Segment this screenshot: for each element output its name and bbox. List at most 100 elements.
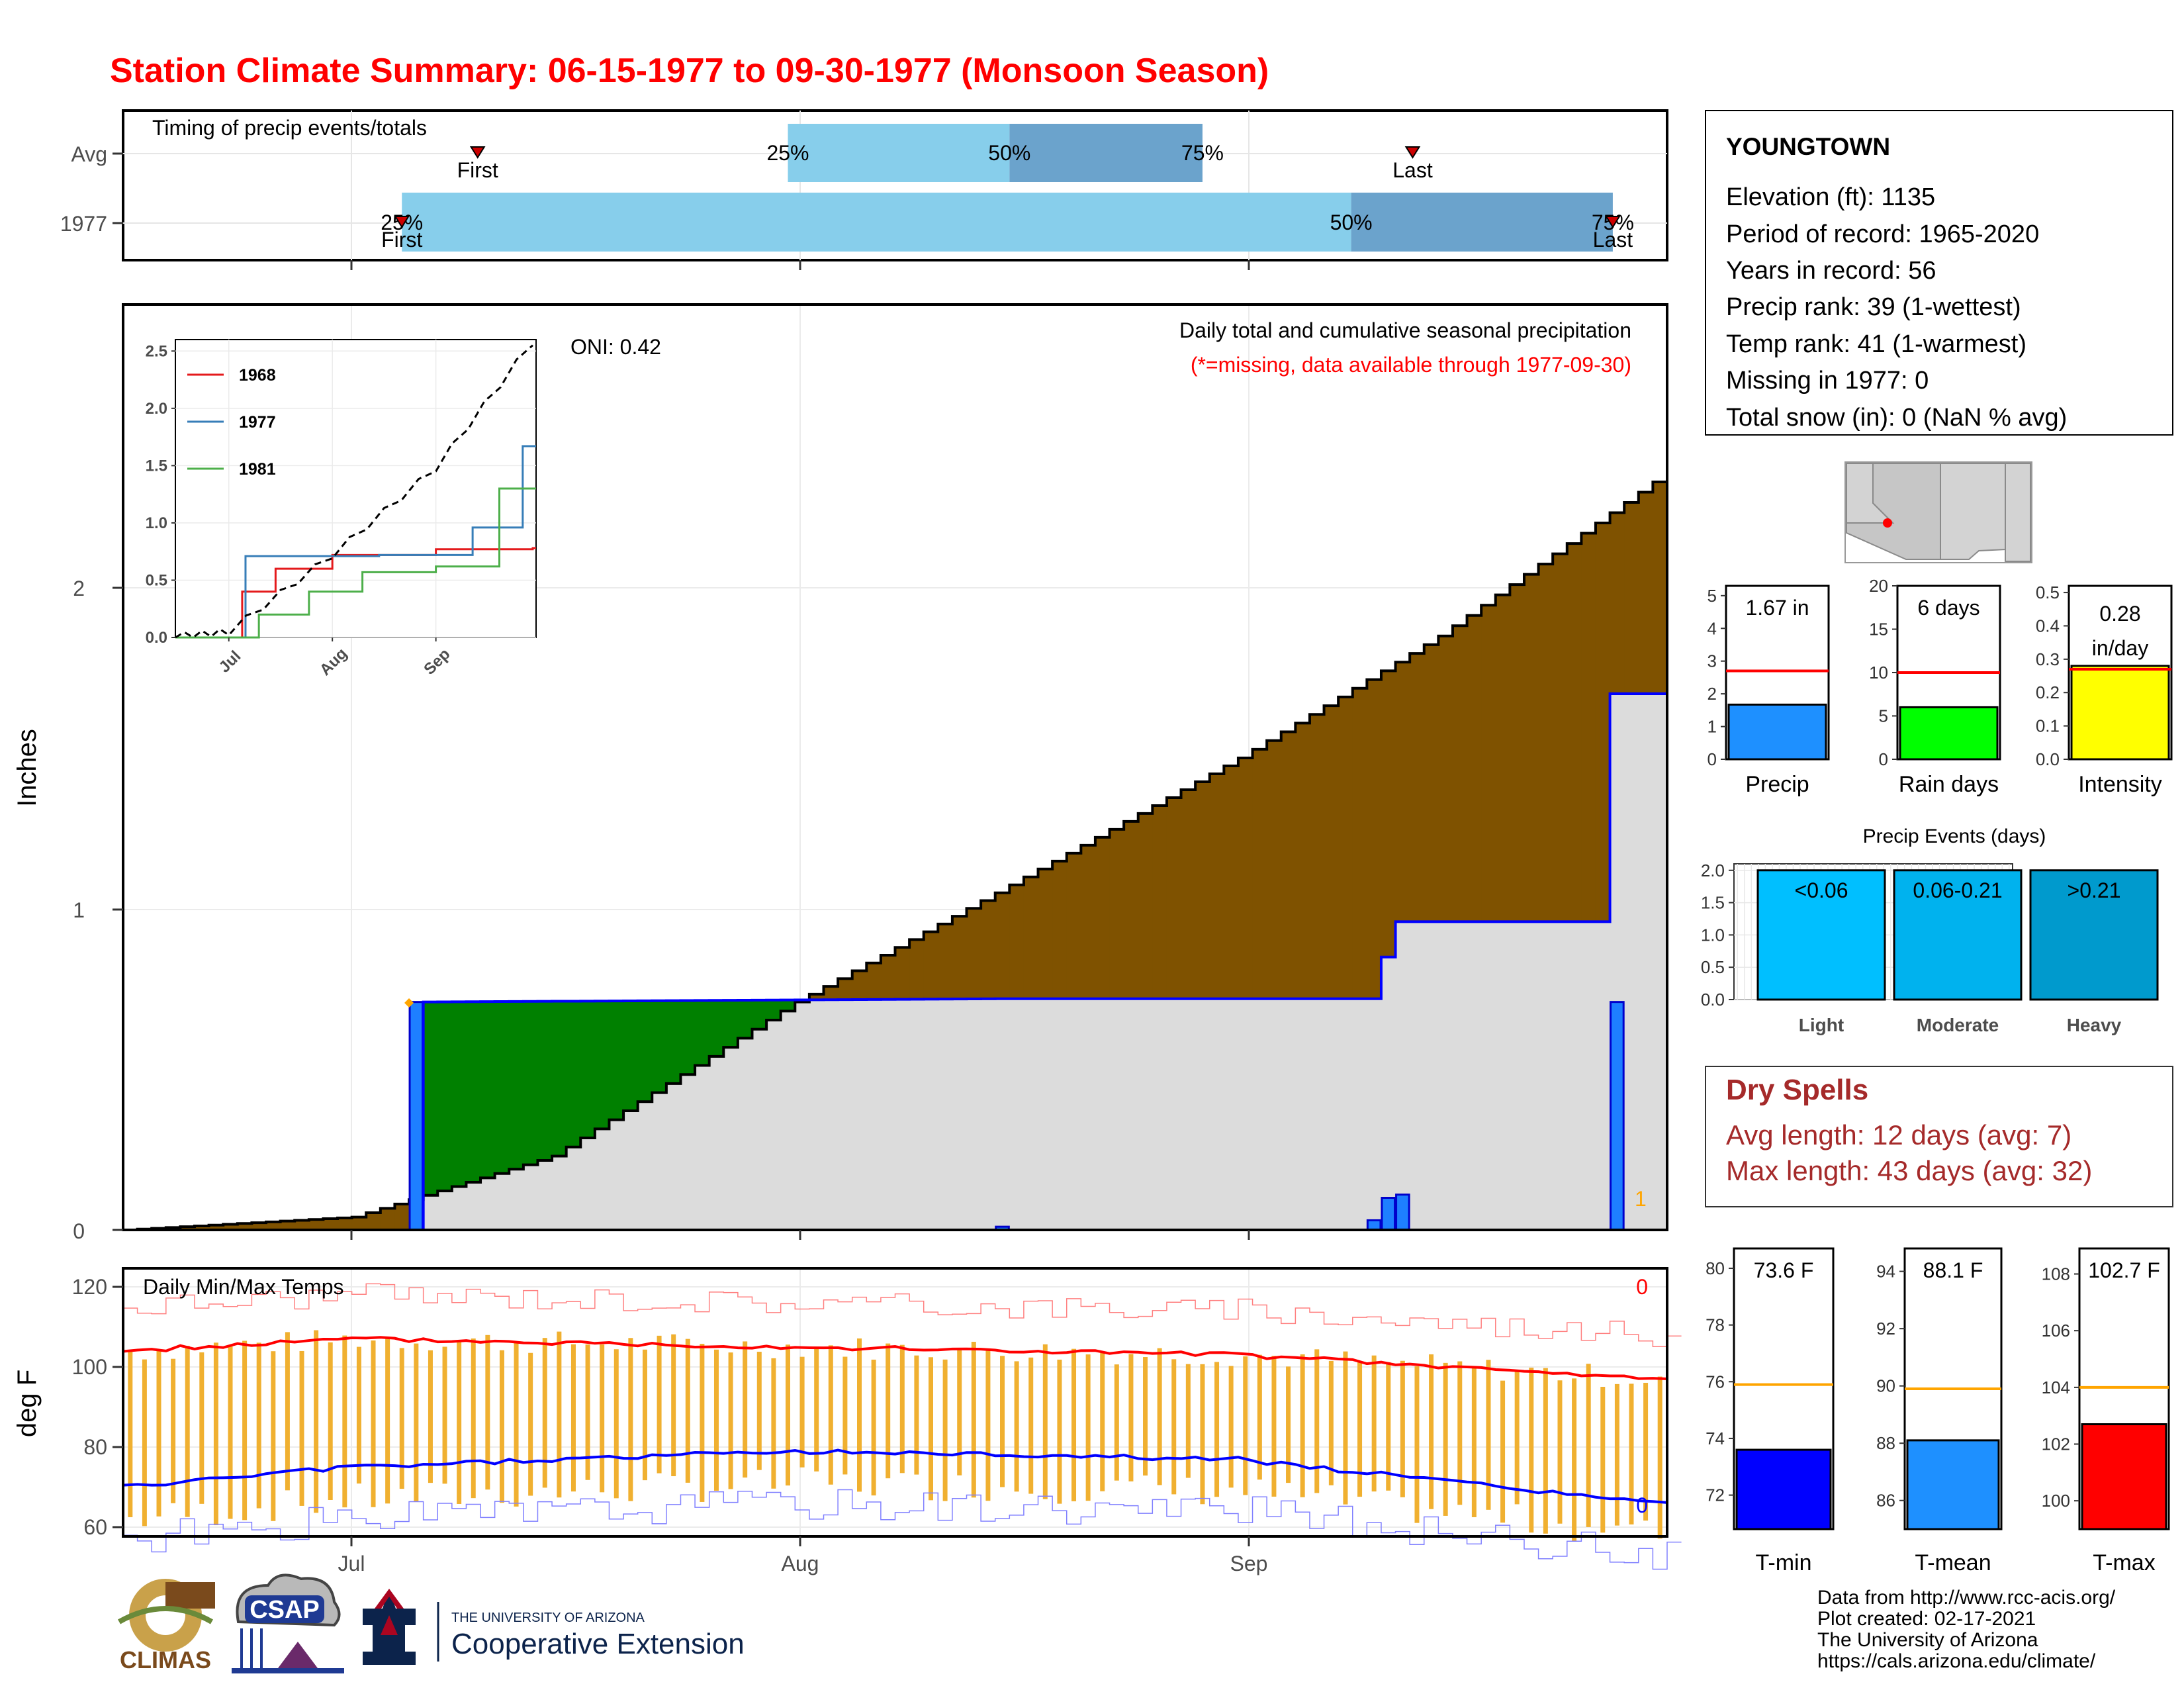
daily-temp-bar xyxy=(342,1335,347,1508)
deficit-area xyxy=(809,994,824,1000)
daily-temp-bar xyxy=(1057,1359,1062,1504)
deficit-area xyxy=(1495,594,1510,922)
deficit-area xyxy=(1267,740,1282,999)
deficit-area xyxy=(1338,696,1353,999)
events-bar-label: Heavy xyxy=(2067,1015,2122,1035)
station-line: Elevation (ft): 1135 xyxy=(1726,183,1935,211)
record-low-line xyxy=(123,1489,1682,1570)
surplus-area xyxy=(580,1001,596,1139)
daily-temp-bar xyxy=(514,1342,519,1507)
deficit-area xyxy=(823,986,839,1000)
daily-temp-bar xyxy=(314,1330,319,1513)
deficit-area xyxy=(1281,731,1296,999)
events-bar-label: Light xyxy=(1799,1015,1844,1035)
daily-temp-bar xyxy=(1286,1366,1291,1483)
daily-temp-bar xyxy=(600,1344,605,1493)
mini-bar-tick: 0.1 xyxy=(2036,716,2060,736)
daily-temp-bar xyxy=(1600,1387,1606,1533)
station-line: Temp rank: 41 (1-warmest) xyxy=(1726,330,2026,358)
deficit-area xyxy=(1610,512,1625,694)
mini-bar-label: Rain days xyxy=(1899,772,1999,797)
deficit-area xyxy=(838,978,853,1000)
deficit-area xyxy=(1009,884,1024,999)
daily-temp-bar xyxy=(1343,1351,1348,1505)
daily-temp-bar xyxy=(1486,1360,1491,1510)
dry-spells-avg: Avg length: 12 days (avg: 7) xyxy=(1726,1119,2071,1150)
deficit-area xyxy=(1553,553,1568,922)
timing-1977-bar-q2 xyxy=(1351,193,1613,252)
deficit-area xyxy=(1023,876,1039,999)
daily-temp-bar xyxy=(328,1342,333,1500)
temp-bar-value xyxy=(1735,1448,1832,1530)
deficit-area xyxy=(338,1217,353,1230)
daily-temp-bar xyxy=(642,1349,647,1481)
events-bar-label: Moderate xyxy=(1917,1015,1999,1035)
daily-temp-bar xyxy=(942,1359,948,1501)
timing-1977-last-marker xyxy=(1605,216,1621,228)
deficit-area xyxy=(1410,653,1425,922)
temp-bar-label: T-mean xyxy=(1915,1550,1991,1575)
temp-bar-value xyxy=(1906,1439,2000,1530)
dry-spells-title: Dry Spells xyxy=(1726,1074,1868,1106)
mini-bar-tick: 0.3 xyxy=(2036,649,2060,669)
csap-wordmark: CSAP xyxy=(250,1596,320,1624)
inset-ytick: 2.5 xyxy=(146,342,167,360)
temp-bar-label: T-min xyxy=(1756,1550,1812,1575)
mini-bar-tick: 0 xyxy=(1707,749,1717,769)
daily-temp-bar xyxy=(1429,1354,1434,1509)
normal-tmax-line xyxy=(122,1336,1668,1380)
timing-avg-last-marker xyxy=(1404,146,1421,159)
temp-bar-tick: 100 xyxy=(2042,1491,2070,1511)
daily-temp-bar xyxy=(457,1341,462,1504)
timing-row-avg: Avg xyxy=(71,142,107,166)
deficit-area xyxy=(1638,492,1653,694)
deficit-area xyxy=(251,1223,267,1230)
surplus-area xyxy=(423,1002,438,1196)
timing-avg-bar-q2 xyxy=(1009,124,1203,182)
temp-bar-value xyxy=(2081,1423,2167,1530)
temp-bar-chart-t-min: 72 74 76 78 80 73.6 F T-min xyxy=(1706,1247,1835,1575)
deficit-area xyxy=(952,916,968,1000)
deficit-area xyxy=(308,1219,324,1230)
daily-temp-bar xyxy=(1414,1366,1420,1523)
daily-temp-bar xyxy=(799,1356,805,1468)
events-bar-range: 0.06-0.21 xyxy=(1913,878,2002,902)
surplus-area xyxy=(637,1000,653,1102)
deficit-area xyxy=(223,1224,238,1230)
surplus-area xyxy=(552,1001,567,1156)
daily-temp-bar xyxy=(1529,1368,1534,1533)
mini-bar-chart-intensity: 0.0 0.1 0.2 0.3 0.4 0.5 0.28 in/day Intensity xyxy=(2036,583,2173,797)
mini-bar-value-label: 6 days xyxy=(1917,596,1979,620)
surplus-area xyxy=(466,1002,481,1182)
daily-temp-bar xyxy=(1243,1356,1248,1495)
daily-temp-bar xyxy=(985,1350,991,1501)
deficit-area xyxy=(1438,635,1453,922)
daily-temp-bar xyxy=(785,1344,790,1486)
daily-temp-bar xyxy=(1000,1356,1005,1487)
temp-bar-chart-t-mean: 86 88 90 92 94 88.1 F T-mean xyxy=(1876,1247,2003,1575)
daily-temp-bar xyxy=(528,1352,533,1496)
deficit-area xyxy=(323,1219,338,1230)
daily-temp-bar xyxy=(685,1338,690,1483)
surplus-area xyxy=(652,1000,667,1093)
daily-temp-bar xyxy=(1371,1355,1377,1492)
daily-temp-bar xyxy=(957,1348,962,1476)
daily-temp-bar xyxy=(1185,1364,1191,1478)
daily-temp-bar xyxy=(856,1338,862,1492)
avg-cumulative-area xyxy=(123,481,1667,1231)
deficit-area xyxy=(995,892,1010,999)
daily-temp-bar xyxy=(299,1350,304,1506)
deficit-area xyxy=(1309,714,1325,999)
surplus-area xyxy=(666,1000,681,1084)
timing-1977-first-marker xyxy=(394,216,410,228)
deficit-area xyxy=(1152,805,1167,999)
deficit-area xyxy=(1481,605,1496,922)
daily-temp-bar xyxy=(142,1359,147,1526)
climas-logo: CLIMAS xyxy=(118,1579,215,1673)
ua-small-text: THE UNIVERSITY OF ARIZONA xyxy=(451,1611,645,1625)
daily-temp-bar xyxy=(471,1338,476,1499)
daily-temp-bar xyxy=(814,1348,819,1472)
events-ytick: 1.5 xyxy=(1701,893,1725,913)
daily-temp-bar xyxy=(128,1351,133,1517)
